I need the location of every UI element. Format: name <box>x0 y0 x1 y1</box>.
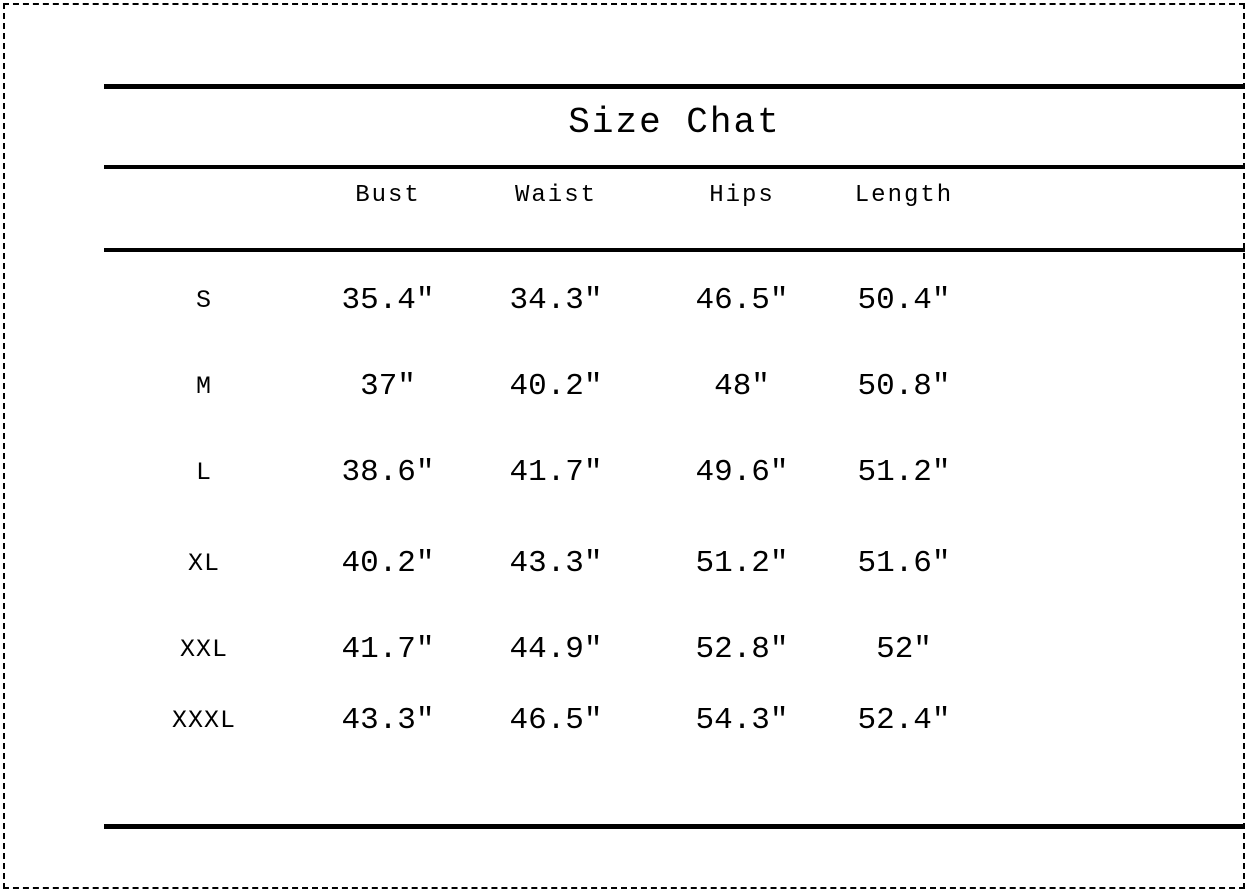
bust-value: 41.7″ <box>341 631 435 667</box>
table-row-l: L 38.6″ 41.7″ 49.6″ 51.2″ <box>104 442 1245 502</box>
bust-value: 38.6″ <box>341 454 435 490</box>
chart-title: Size Chat <box>568 102 781 143</box>
size-label: XXL <box>179 634 228 664</box>
bust-value: 40.2″ <box>341 545 435 581</box>
table-row-xxl: XXL 41.7″ 44.9″ 52.8″ 52″ <box>104 619 1245 679</box>
waist-value: 46.5″ <box>509 702 603 738</box>
header-hips: Hips <box>709 181 775 209</box>
table-header-row: Bust Waist Hips Length <box>104 168 1245 222</box>
length-value: 50.8″ <box>857 368 951 404</box>
header-length: Length <box>854 181 954 209</box>
size-label: S <box>195 285 212 315</box>
table-row-m: M 37″ 40.2″ 48″ 50.8″ <box>104 356 1245 416</box>
table-row-s: S 35.4″ 34.3″ 46.5″ 50.4″ <box>104 270 1245 330</box>
hips-value: 49.6″ <box>695 454 789 490</box>
size-label: XXXL <box>171 705 236 735</box>
length-value: 52.4″ <box>857 702 951 738</box>
length-value: 51.2″ <box>857 454 951 490</box>
header-waist: Waist <box>514 181 597 209</box>
table-row-xxxl: XXXL 43.3″ 46.5″ 54.3″ 52.4″ <box>104 690 1245 750</box>
waist-value: 44.9″ <box>509 631 603 667</box>
size-label: L <box>195 457 212 487</box>
hips-value: 46.5″ <box>695 282 789 318</box>
table-row-xl: XL 40.2″ 43.3″ 51.2″ 51.6″ <box>104 533 1245 593</box>
header-bust: Bust <box>355 181 421 209</box>
top-rule <box>104 84 1245 89</box>
hips-value: 52.8″ <box>695 631 789 667</box>
bust-value: 43.3″ <box>341 702 435 738</box>
length-value: 52″ <box>876 631 932 667</box>
bust-value: 37″ <box>360 368 416 404</box>
hips-value: 51.2″ <box>695 545 789 581</box>
size-label: XL <box>187 548 220 578</box>
hips-value: 48″ <box>714 368 770 404</box>
waist-value: 43.3″ <box>509 545 603 581</box>
waist-value: 41.7″ <box>509 454 603 490</box>
size-label: M <box>195 371 212 401</box>
title-divider-rule <box>104 165 1245 169</box>
length-value: 51.6″ <box>857 545 951 581</box>
length-value: 50.4″ <box>857 282 951 318</box>
waist-value: 40.2″ <box>509 368 603 404</box>
hips-value: 54.3″ <box>695 702 789 738</box>
header-divider-rule <box>104 248 1245 252</box>
waist-value: 34.3″ <box>509 282 603 318</box>
bust-value: 35.4″ <box>341 282 435 318</box>
bottom-rule <box>104 824 1245 829</box>
